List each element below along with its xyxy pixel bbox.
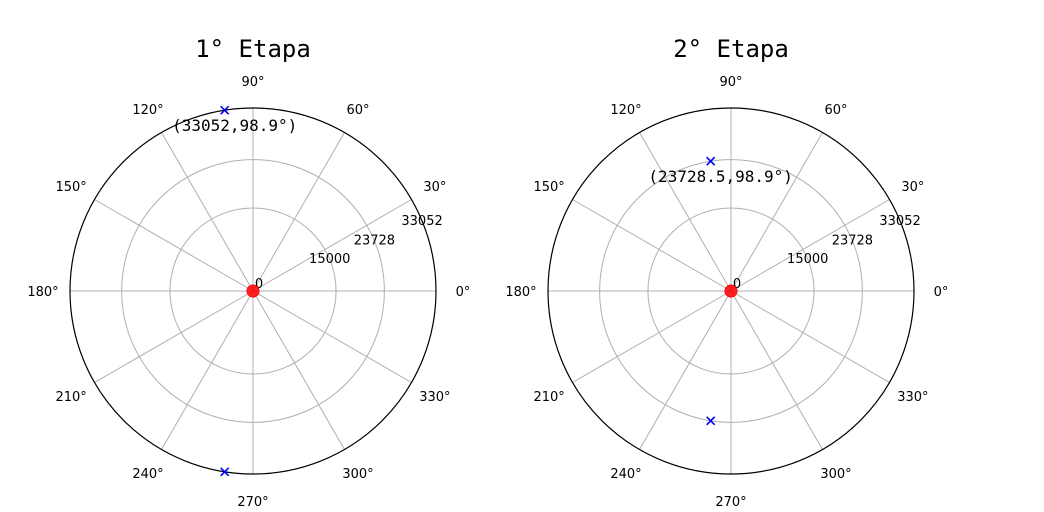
theta-tick-label: 330° (419, 390, 450, 405)
theta-grid-line (252, 199, 412, 292)
theta-grid-line (639, 132, 732, 292)
theta-tick-label: 270° (715, 495, 746, 510)
r-tick-label: 23728 (354, 234, 395, 249)
theta-tick-label: 90° (719, 75, 742, 90)
theta-tick-label: 90° (241, 75, 264, 90)
r-tick-label: 33052 (401, 214, 442, 229)
theta-tick-label: 300° (342, 467, 373, 482)
theta-tick-label: 30° (901, 180, 924, 195)
theta-grid-line (161, 290, 254, 450)
theta-grid-line (161, 132, 254, 292)
theta-tick-label: 330° (897, 390, 928, 405)
data-point-x-stroke (706, 156, 716, 166)
theta-tick-label: 30° (423, 180, 446, 195)
polar-frame (69, 107, 437, 475)
polar-frame (547, 107, 915, 475)
theta-tick-label: 300° (820, 467, 851, 482)
r-tick-label: 23728 (832, 234, 873, 249)
theta-tick-label: 0° (934, 285, 949, 300)
data-point-origin (724, 284, 738, 298)
r-tick-label: 15000 (787, 252, 828, 267)
theta-tick-label: 210° (55, 390, 86, 405)
data-point-x (706, 156, 716, 166)
theta-grid-line (639, 290, 732, 450)
theta-grid-line (572, 290, 732, 383)
r-tick-label: 15000 (309, 252, 350, 267)
polar-chart-1: 1° Etapa 0° 30° 60° 90° 120° 150° 180° 210° 240° 2… (27, 35, 470, 510)
chart-title: 2° Etapa (673, 35, 789, 63)
r-tick-label: 33052 (879, 214, 920, 229)
theta-tick-label: 120° (610, 103, 641, 118)
theta-tick-label: 0° (456, 285, 471, 300)
data-point-x-stroke (220, 467, 230, 477)
theta-tick-label: 240° (132, 467, 163, 482)
theta-tick-label: 60° (824, 103, 847, 118)
theta-grid-line (94, 290, 254, 383)
theta-tick-label: 150° (55, 180, 86, 195)
theta-tick-label: 210° (533, 390, 564, 405)
theta-tick-label: 270° (237, 495, 268, 510)
data-point-x-stroke (220, 105, 230, 115)
r-tick-label: 0 (255, 277, 263, 292)
r-tick-label: 0 (733, 277, 741, 292)
theta-tick-label: 240° (610, 467, 641, 482)
data-point-x-stroke (706, 416, 716, 426)
theta-tick-label: 150° (533, 180, 564, 195)
theta-tick-label: 120° (132, 103, 163, 118)
theta-grid-line (730, 199, 890, 292)
data-point-origin (246, 284, 260, 298)
theta-grid-line (572, 199, 732, 292)
polar-chart-2: 2° Etapa 0° 30° 60° 90° 120° 150° 180° 210° 240° 2… (505, 35, 948, 510)
theta-grid-line (730, 132, 823, 292)
point-annotation: (33052,98.9°) (172, 116, 297, 135)
theta-grid-line (730, 290, 890, 383)
data-point-x (706, 416, 716, 426)
theta-grid-line (252, 290, 345, 450)
data-point-x (220, 105, 230, 115)
theta-grid-line (94, 199, 254, 292)
theta-grid-line (252, 132, 345, 292)
theta-grid-line (730, 290, 823, 450)
point-annotation: (23728.5,98.9°) (648, 167, 793, 186)
theta-tick-label: 180° (27, 285, 58, 300)
theta-grid-line (252, 290, 412, 383)
theta-tick-label: 60° (346, 103, 369, 118)
theta-tick-label: 180° (505, 285, 536, 300)
chart-title: 1° Etapa (195, 35, 311, 63)
data-point-x (220, 467, 230, 477)
